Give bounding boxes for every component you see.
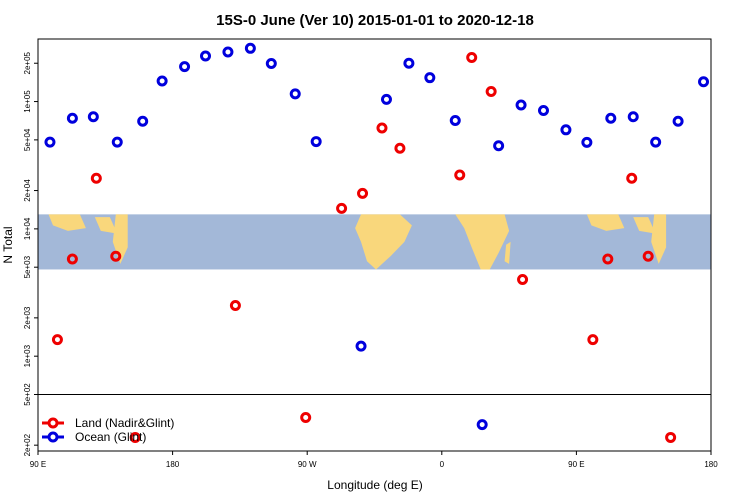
legend: Land (Nadir&Glint)Ocean (Glint): [42, 416, 174, 444]
land-new-guinea: [633, 217, 656, 234]
ocean-point: [200, 50, 212, 62]
legend-marker: [47, 431, 59, 443]
legend-marker: [47, 417, 59, 429]
ocean-point: [179, 61, 191, 73]
y-tick-label: 5e+04: [23, 128, 32, 151]
ocean-point: [537, 105, 549, 117]
land-south-america: [355, 214, 412, 270]
ocean-point: [265, 58, 277, 70]
land-point: [66, 253, 78, 265]
chart-title: 15S-0 June (Ver 10) 2015-01-01 to 2020-1…: [216, 12, 534, 29]
land-maritime-continent: [48, 214, 86, 231]
land-point: [300, 411, 312, 423]
ocean-point: [156, 75, 168, 87]
land-point: [336, 202, 348, 214]
land-australia: [651, 214, 667, 264]
y-tick-label: 5e+02: [23, 383, 32, 406]
y-axis: 2e+02 5e+02 1e+03 2e+03 5e+03 1e+04 2e+04 5e+04…: [23, 51, 38, 456]
land-africa: [455, 214, 510, 270]
ocean-point: [672, 115, 684, 127]
ocean-point: [244, 42, 256, 54]
y-tick-label: 5e+03: [23, 255, 32, 278]
ocean-point: [44, 136, 56, 148]
ocean-point: [627, 111, 639, 123]
ocean-point: [403, 57, 415, 69]
land-new-guinea: [94, 217, 118, 234]
y-tick-label: 2e+05: [23, 51, 32, 74]
x-tick-label: 90 E: [568, 460, 584, 469]
land-point: [642, 250, 654, 262]
land-point: [357, 187, 369, 199]
x-tick-label: 90 W: [298, 460, 317, 469]
y-tick-label: 2e+04: [23, 179, 32, 202]
data-points: [44, 42, 710, 443]
ocean-point: [380, 93, 392, 105]
x-axis-label: Longitude (deg E): [327, 478, 422, 492]
land-point: [129, 431, 141, 443]
land-point: [665, 431, 677, 443]
legend-label: Ocean (Glint): [75, 430, 146, 444]
land-point: [454, 169, 466, 181]
land-point: [602, 253, 614, 265]
x-tick-label: 90 E: [30, 460, 46, 469]
ocean-point: [222, 46, 234, 58]
world-map-strip: [38, 214, 711, 270]
ocean-point: [493, 140, 505, 152]
land-point: [229, 300, 241, 312]
land-point: [110, 250, 122, 262]
ocean-point: [87, 111, 99, 123]
y-tick-label: 2e+02: [23, 433, 32, 456]
land-point: [376, 122, 388, 134]
x-tick-label: 180: [704, 460, 718, 469]
y-tick-label: 1e+05: [23, 90, 32, 113]
plot-frame: [37, 38, 712, 452]
land-point: [394, 142, 406, 154]
land-madagascar: [504, 241, 511, 264]
ocean-point: [581, 136, 593, 148]
x-axis: 90 E 180 90 W 0 90 E 180: [30, 451, 718, 469]
land-maritime-continent: [586, 214, 625, 231]
x-tick-label: 180: [166, 460, 180, 469]
land-point: [485, 85, 497, 97]
legend-label: Land (Nadir&Glint): [75, 416, 174, 430]
land-point: [51, 334, 63, 346]
land-point: [517, 274, 529, 286]
land-point: [626, 172, 638, 184]
ocean-point: [560, 124, 572, 136]
ocean-point: [605, 112, 617, 124]
ocean-point: [698, 76, 710, 88]
ocean-point: [515, 99, 527, 111]
ocean-point: [476, 419, 488, 431]
y-axis-label: N Total: [1, 226, 15, 263]
ocean-point: [355, 340, 367, 352]
x-tick-label: 0: [440, 460, 445, 469]
ocean-point: [137, 115, 149, 127]
ocean-point: [111, 136, 123, 148]
land-point: [90, 172, 102, 184]
y-tick-label: 1e+04: [23, 217, 32, 240]
y-tick-label: 2e+03: [23, 306, 32, 329]
ocean-point: [650, 136, 662, 148]
ocean-point: [289, 88, 301, 100]
ocean-point: [449, 114, 461, 126]
ocean-point: [310, 136, 322, 148]
ocean-point: [66, 112, 78, 124]
land-point: [466, 51, 478, 63]
ocean-point: [424, 72, 436, 84]
y-tick-label: 1e+03: [23, 344, 32, 367]
land-point: [587, 334, 599, 346]
